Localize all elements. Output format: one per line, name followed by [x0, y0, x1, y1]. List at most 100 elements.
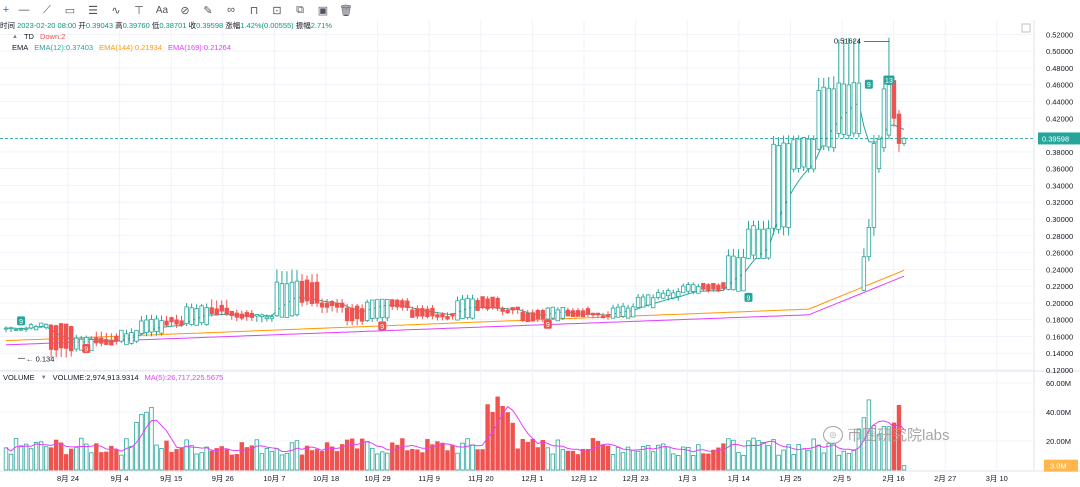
- volume-bar: [259, 453, 265, 471]
- volume-bar: [89, 452, 94, 471]
- horizontal-line-icon[interactable]: —: [18, 4, 30, 16]
- volume-bar: [134, 422, 139, 471]
- volume-bar: [435, 441, 440, 471]
- td-marker: 9: [17, 316, 26, 326]
- candle-body: [129, 332, 134, 344]
- candle-body: [595, 312, 601, 316]
- td-marker-bg: [744, 292, 753, 302]
- volume-bar: [706, 453, 711, 471]
- trash-icon[interactable]: 🗑: [339, 4, 353, 17]
- volume-bar: [575, 454, 581, 471]
- candle-body: [13, 329, 19, 332]
- candle-body: [535, 309, 540, 320]
- candle-body: [395, 299, 400, 308]
- candle-body: [851, 82, 857, 134]
- candle-body: [585, 308, 591, 315]
- volume-bar: [475, 449, 480, 471]
- td-marker-label: 13: [885, 78, 893, 85]
- candle-body: [871, 143, 877, 228]
- td-marker-label: 9: [747, 295, 751, 302]
- volume-bar: [415, 449, 420, 471]
- candle-body: [866, 226, 872, 258]
- volume-bar: [666, 446, 671, 471]
- ema12-value: EMA(12):0.37403: [34, 43, 94, 52]
- candle-body: [64, 323, 69, 349]
- candle-body: [324, 302, 330, 308]
- volume-bar: [510, 422, 515, 471]
- crosshair-icon[interactable]: +: [2, 4, 10, 16]
- wave-icon[interactable]: ∿: [111, 4, 121, 17]
- volume-legend[interactable]: VOLUME ▼ VOLUME:2,974,913.9314 MA(5):26,…: [3, 372, 223, 383]
- td-legend[interactable]: ▲ TD Down:2: [12, 31, 65, 42]
- time-tick-label: 3月 10: [986, 474, 1008, 483]
- candle-body: [294, 280, 300, 316]
- volume-bar: [179, 447, 184, 471]
- time-tick-label: 12月 1: [521, 474, 543, 483]
- volume-bar: [354, 448, 360, 471]
- volume-bar: [244, 447, 250, 471]
- candle-body: [445, 316, 450, 320]
- chart-overlays: 0.39598 0.51624 ← 0.134 3.0M: [0, 23, 1080, 472]
- volume-bar: [816, 444, 821, 471]
- candle-body: [309, 282, 315, 305]
- candle-body: [876, 138, 882, 170]
- volume-bar: [319, 451, 325, 471]
- volume-bar: [420, 452, 425, 471]
- ema-legend[interactable]: EMA EMA(12):0.37403 EMA(144):0.21934 EMA…: [12, 42, 231, 53]
- fib-icon[interactable]: ⊤: [134, 4, 144, 17]
- trend-line-icon[interactable]: ⟋: [43, 3, 51, 16]
- candle-body: [746, 228, 751, 259]
- candle-body: [385, 299, 390, 319]
- volume-bar: [696, 444, 701, 471]
- volume-bar: [124, 438, 129, 471]
- candle-body: [726, 255, 731, 290]
- volume-bar: [565, 450, 571, 471]
- pencil-icon[interactable]: ✎: [203, 4, 213, 17]
- candle-body: [756, 228, 761, 259]
- candle-body: [420, 308, 425, 317]
- volume-bar: [741, 455, 746, 471]
- volume-bar: [460, 442, 465, 471]
- volume-bar: [395, 444, 400, 471]
- rectangle-icon[interactable]: ▭: [64, 4, 76, 17]
- candle-body: [164, 320, 169, 326]
- volume-bar: [610, 454, 616, 471]
- candle-body: [605, 314, 611, 317]
- parallel-channel-icon[interactable]: ☰: [88, 4, 98, 17]
- volume-bar: [615, 447, 621, 471]
- settings-icon[interactable]: ▣: [317, 4, 329, 17]
- time-tick-label: 9月 15: [160, 474, 182, 483]
- volume-bar: [74, 446, 79, 471]
- volume-bar: [339, 444, 345, 471]
- text-icon[interactable]: Aa: [155, 4, 169, 16]
- candle-body: [43, 323, 49, 329]
- pattern-icon[interactable]: ∞: [227, 4, 235, 16]
- candle-body: [259, 314, 265, 317]
- volume-bar: [104, 451, 109, 471]
- candle-body: [686, 284, 691, 292]
- volume-bar: [64, 454, 69, 471]
- volume-bar: [746, 440, 751, 471]
- volume-bar: [505, 412, 510, 471]
- candle-body: [249, 312, 255, 318]
- volume-bar: [425, 439, 430, 471]
- candle-body: [179, 320, 184, 326]
- volume-bar: [455, 452, 460, 471]
- brush-icon[interactable]: ⊘: [180, 4, 190, 17]
- high-label: 高: [115, 21, 123, 30]
- measure-icon[interactable]: ⊓: [249, 4, 259, 17]
- collapse-arrow-icon[interactable]: ▲: [12, 33, 18, 40]
- volume-bar: [796, 444, 801, 471]
- current-price-label: 0.39598: [1042, 134, 1069, 143]
- volume-tick-label: 20.00M: [1046, 437, 1071, 446]
- volume-dropdown-icon[interactable]: ▼: [40, 374, 47, 381]
- price-tick-label: 0.32000: [1046, 198, 1073, 207]
- td-marker-label: 9: [380, 324, 384, 331]
- lock-icon[interactable]: ⊡: [272, 4, 282, 17]
- td-marker: 9: [378, 321, 387, 331]
- copy-icon[interactable]: ⧉: [296, 3, 304, 16]
- candle-body: [274, 281, 280, 317]
- candle-body: [194, 308, 199, 326]
- volume-axis: 60.00M 40.00M 20.00M: [1046, 379, 1071, 446]
